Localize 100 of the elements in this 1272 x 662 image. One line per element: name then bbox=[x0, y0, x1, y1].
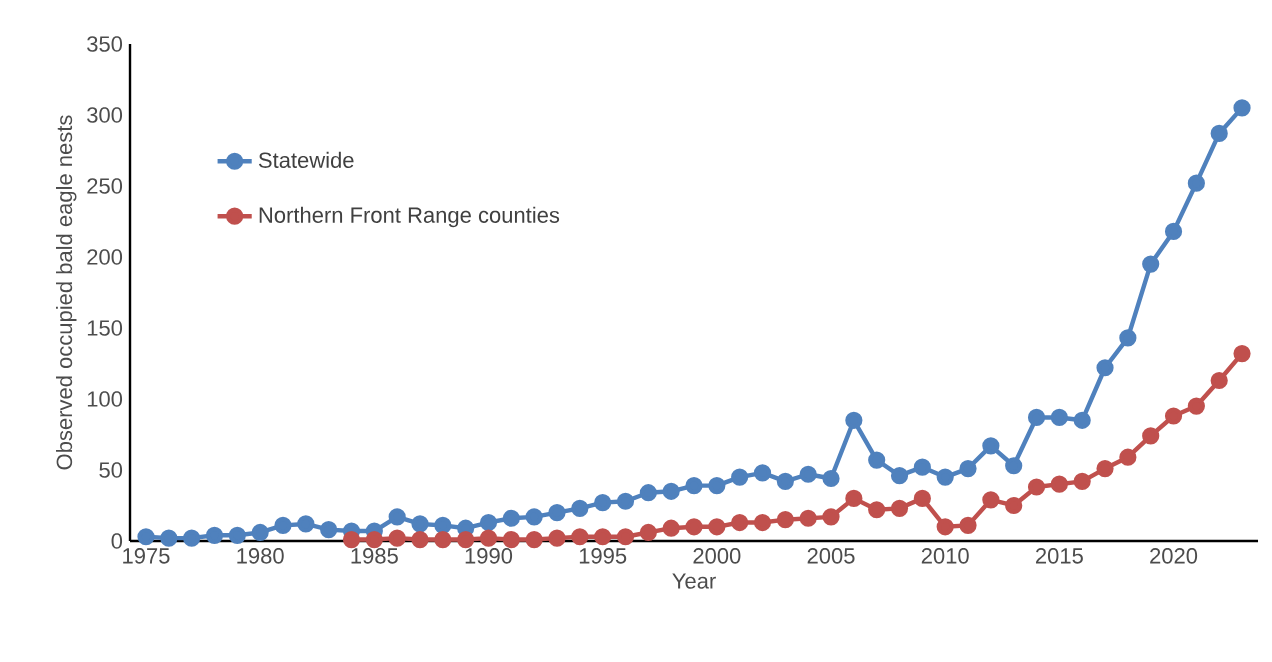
point bbox=[662, 519, 680, 537]
point bbox=[251, 523, 269, 542]
point bbox=[913, 458, 931, 476]
x-tick-label: 1995 bbox=[579, 548, 627, 564]
point bbox=[731, 468, 749, 486]
point bbox=[982, 437, 1000, 455]
point bbox=[411, 530, 429, 549]
x-tick-label: 2015 bbox=[1035, 548, 1083, 564]
point bbox=[502, 509, 520, 527]
point bbox=[913, 489, 931, 507]
point bbox=[639, 523, 657, 542]
point bbox=[205, 526, 224, 544]
point bbox=[890, 467, 909, 485]
y-axis-title: Observed occupied bald eagle nests bbox=[56, 115, 77, 470]
point bbox=[571, 499, 589, 517]
y-tick-label: 250 bbox=[87, 178, 123, 194]
point bbox=[1187, 397, 1205, 415]
point bbox=[959, 459, 977, 478]
point bbox=[776, 472, 794, 490]
point bbox=[1164, 222, 1183, 241]
x-tick-label: 2005 bbox=[807, 548, 855, 564]
point bbox=[685, 518, 703, 536]
point bbox=[388, 508, 406, 526]
point bbox=[388, 529, 406, 547]
point bbox=[1187, 174, 1205, 192]
y-tick-label: 100 bbox=[87, 391, 123, 407]
point bbox=[1233, 344, 1251, 363]
point bbox=[1073, 472, 1091, 490]
point bbox=[822, 469, 840, 488]
point bbox=[525, 508, 543, 526]
y-tick-label: 300 bbox=[87, 107, 123, 123]
point bbox=[434, 530, 452, 549]
point bbox=[731, 513, 749, 532]
legend-label: Northern Front Range counties bbox=[259, 206, 560, 228]
point bbox=[1050, 475, 1068, 493]
point bbox=[1096, 359, 1114, 377]
point bbox=[1096, 459, 1114, 478]
y-tick-label: 50 bbox=[99, 462, 123, 478]
point bbox=[1210, 124, 1228, 143]
point bbox=[548, 503, 566, 522]
point bbox=[457, 530, 475, 549]
point bbox=[1210, 371, 1228, 390]
x-tick-label: 2010 bbox=[921, 548, 969, 564]
point bbox=[1142, 427, 1160, 445]
point bbox=[1005, 457, 1023, 475]
point bbox=[708, 477, 726, 495]
point bbox=[685, 477, 703, 495]
point bbox=[342, 530, 361, 549]
y-tick-label: 150 bbox=[87, 320, 123, 336]
point bbox=[639, 484, 657, 502]
point bbox=[822, 508, 840, 526]
point bbox=[274, 516, 292, 534]
point bbox=[525, 530, 543, 549]
point bbox=[434, 516, 452, 534]
point bbox=[1027, 408, 1046, 427]
point bbox=[1164, 407, 1183, 425]
point bbox=[959, 516, 977, 534]
point bbox=[616, 528, 635, 546]
point bbox=[936, 518, 954, 536]
y-tick-label: 350 bbox=[87, 36, 123, 52]
point bbox=[571, 528, 589, 546]
point bbox=[845, 411, 863, 429]
point bbox=[868, 451, 886, 469]
point bbox=[320, 521, 338, 539]
point bbox=[845, 489, 863, 507]
point bbox=[936, 468, 954, 486]
point bbox=[1073, 411, 1091, 429]
point bbox=[137, 528, 155, 546]
point bbox=[982, 491, 1000, 509]
point bbox=[799, 465, 817, 483]
point bbox=[1233, 99, 1251, 117]
point bbox=[753, 513, 772, 532]
point bbox=[594, 528, 612, 546]
x-tick-label: 1980 bbox=[237, 548, 284, 564]
point bbox=[160, 529, 178, 547]
legend-label: Statewide bbox=[258, 151, 354, 168]
point bbox=[616, 492, 635, 510]
point bbox=[479, 529, 498, 547]
point bbox=[1050, 408, 1068, 427]
x-tick-label: 2000 bbox=[693, 548, 741, 564]
x-tick-label: 1985 bbox=[351, 548, 398, 564]
point bbox=[1119, 448, 1137, 466]
point bbox=[890, 499, 909, 517]
point bbox=[502, 530, 520, 549]
point bbox=[1005, 496, 1023, 515]
point bbox=[708, 518, 726, 536]
point bbox=[548, 529, 566, 547]
point bbox=[479, 513, 498, 532]
point bbox=[297, 515, 315, 533]
y-tick-label: 0 bbox=[111, 533, 123, 549]
point bbox=[1119, 329, 1137, 347]
x-tick-label: 1990 bbox=[465, 548, 513, 564]
x-axis-title: Year bbox=[672, 573, 716, 589]
point bbox=[411, 515, 429, 533]
point bbox=[1027, 478, 1046, 496]
point bbox=[776, 511, 794, 529]
point bbox=[753, 464, 772, 482]
point bbox=[228, 526, 246, 544]
x-tick-label: 2020 bbox=[1150, 548, 1198, 564]
point bbox=[365, 530, 383, 549]
